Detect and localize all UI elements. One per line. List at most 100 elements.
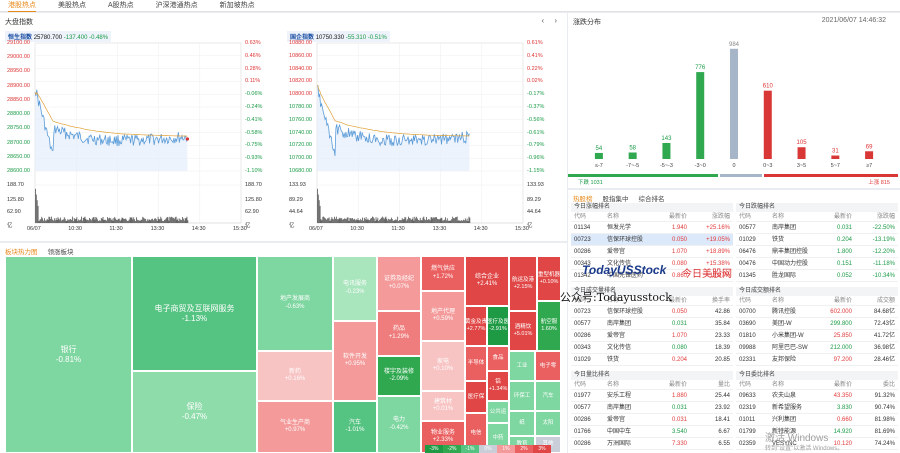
table-row[interactable]: 01342 中国先锋医药 0.860 +12.07% — [571, 270, 733, 282]
sector-tile[interactable]: 环保工 — [509, 381, 535, 411]
table-cell: 00577 — [574, 321, 591, 327]
sector-tile[interactable]: 证券及经纪 +0.07% — [377, 256, 421, 311]
table-row[interactable]: 00700 腾讯控股 602.000 84.68亿 — [736, 306, 898, 318]
tab-connect-hot[interactable]: 沪深港通热点 — [155, 1, 198, 9]
sector-tile[interactable]: 铝 +1.34% — [487, 371, 509, 401]
sector-tile[interactable]: 楼宇及装修 -2.09% — [377, 356, 421, 396]
table-row[interactable]: 00286 爱帝宫 1.070 23.33 — [571, 330, 733, 342]
sector-tile[interactable]: 公共运 — [487, 401, 509, 423]
table-row[interactable]: 01799 新特能源 14.920 81.69% — [736, 426, 898, 438]
sector-tile[interactable]: 酒精饮 +5.01% — [509, 311, 537, 351]
table-row[interactable]: 00286 爱帝宫 1.070 +18.89% — [571, 246, 733, 258]
sector-tile[interactable]: 电讯服务 -0.23% — [333, 256, 377, 321]
tab-overall-rank[interactable]: 综合排名 — [638, 196, 665, 203]
gei-volume-bar — [435, 217, 436, 223]
hsi-volume-bar — [170, 217, 172, 223]
table-row[interactable]: 00577 南岸集团 0.031 23.92 — [571, 402, 733, 414]
gei-volume-bar — [333, 219, 335, 223]
hsi-price: 25780.700 — [33, 35, 63, 41]
gei-volume-bar — [424, 219, 426, 223]
sector-tile[interactable]: 航运及港 +2.15% — [509, 256, 537, 311]
column-header: 委比 — [882, 382, 895, 388]
sector-tile[interactable]: 电子零 — [535, 351, 561, 381]
table-row[interactable]: 00577 南岸集团 0.031 -22.50% — [736, 222, 898, 234]
table-row[interactable]: 01977 安乐工程 1.880 25.44 — [571, 390, 733, 402]
gei-volume-bar — [427, 219, 429, 223]
tab-index-focus[interactable]: 股指集中 — [602, 196, 629, 203]
sector-tile[interactable]: 银行 -0.81% — [5, 256, 132, 453]
sector-tile[interactable]: 汽车 — [535, 381, 561, 411]
sector-tile[interactable]: 重型机器 +0.10% — [537, 256, 561, 301]
table-row[interactable]: 01345 胜龙国际 0.052 -10.34% — [736, 270, 898, 282]
table-row[interactable]: 03690 美团-W 299.800 72.43亿 — [736, 318, 898, 330]
table-row[interactable]: 06476 鼎丰集团控股 1.800 -12.20% — [736, 246, 898, 258]
table-row[interactable]: 01011 兴利集团 0.660 81.98% — [736, 414, 898, 426]
hsi-volume-bar — [127, 220, 129, 223]
column-header: 代码 — [574, 382, 587, 388]
sector-tile[interactable]: 保险 -0.47% — [132, 371, 257, 453]
sector-tile[interactable]: 太阳 — [535, 411, 561, 436]
table-row[interactable]: 09988 阿里巴巴-SW 212.000 36.98亿 — [736, 342, 898, 354]
gei-volume-bar — [371, 217, 372, 223]
table-row[interactable]: 00286 爱帝宫 0.031 18.41 — [571, 414, 733, 426]
table-row[interactable]: 00343 文化传信 0.080 18.39 — [571, 342, 733, 354]
sector-tile[interactable]: 食品 — [487, 346, 509, 371]
table-row[interactable]: 01810 小米集团-W 25.850 41.72亿 — [736, 330, 898, 342]
sector-tile[interactable]: 半导体 — [465, 346, 487, 381]
tab-hk-hot[interactable]: 港股热点 — [8, 0, 36, 12]
table-row[interactable]: 02331 友邦保险 97.200 28.46亿 — [736, 354, 898, 366]
sector-tile[interactable]: 医疗及医 -2.91% — [487, 306, 509, 346]
sector-tile[interactable]: 医疗保 — [465, 381, 487, 413]
sector-tile[interactable]: 药品 +1.29% — [377, 311, 421, 356]
sector-tile[interactable]: 综合企业 +2.41% — [465, 256, 509, 306]
table-row[interactable]: 00577 南岸集团 0.031 35.84 — [571, 318, 733, 330]
table-row[interactable]: 01766 中国中车 3.540 6.67 — [571, 426, 733, 438]
table-cell: 09988 — [739, 345, 756, 351]
table-cell: +25.16% — [706, 225, 730, 231]
sector-tile[interactable]: 软件开发 +0.95% — [333, 321, 377, 401]
sector-tile[interactable]: 电子商贸及互联网服务 -1.13% — [132, 256, 257, 371]
index-nav-arrows[interactable]: ‹ › — [541, 16, 561, 25]
sector-tile[interactable]: 家电 +0.10% — [421, 341, 465, 391]
tab-us-hot[interactable]: 美股热点 — [58, 1, 86, 9]
table-cell: 0.031 — [671, 321, 687, 327]
table-row[interactable]: 09633 农夫山泉 43.350 91.32% — [736, 390, 898, 402]
gei-volume-bar — [397, 216, 399, 223]
sector-tile[interactable]: 汽车 -1.01% — [333, 401, 377, 453]
table-row[interactable]: 01029 铁货 0.204 20.85 — [571, 354, 733, 366]
tab-sector-heatmap[interactable]: 板块热力图 — [5, 249, 38, 256]
sector-tile[interactable]: 黄金及贵 +2.77% — [465, 306, 487, 346]
table-row[interactable]: 01029 铁货 0.204 -13.19% — [736, 234, 898, 246]
tab-sg-hot[interactable]: 新加坡热点 — [219, 1, 255, 9]
table-row[interactable]: 00343 文化传信 0.080 +15.38% — [571, 258, 733, 270]
table-row[interactable]: 00723 信保环球控股 0.050 +19.05% — [571, 234, 733, 246]
sector-tile[interactable]: 气业生产商 +0.97% — [257, 401, 333, 453]
hsi-y-left-label: 28600.00 — [7, 168, 30, 174]
sector-tile[interactable]: 新药 +0.16% — [257, 351, 333, 401]
table-row[interactable]: 00286 万洲国际 7.330 6.55 — [571, 438, 733, 450]
gei-volume-bar — [327, 218, 329, 223]
table-row[interactable]: 02319 新希望服务 3.830 90.74% — [736, 402, 898, 414]
table-row[interactable]: 01134 恒发光学 1.940 +25.16% — [571, 222, 733, 234]
table-row[interactable]: 00723 信保环球控股 0.050 42.86 — [571, 306, 733, 318]
hsi-volume-bar — [38, 221, 40, 223]
table-row[interactable]: 02359 VESYNC 10.120 74.24% — [736, 438, 898, 450]
tab-a-hot[interactable]: A股热点 — [108, 1, 134, 9]
gei-volume-bar — [331, 217, 333, 223]
sector-tile[interactable]: 电力 -0.42% — [377, 396, 421, 453]
sector-tile[interactable]: 工业 — [509, 351, 535, 381]
sector-name: 汽车 — [348, 419, 361, 426]
tab-leading-sectors[interactable]: 领涨板块 — [47, 249, 74, 256]
table-cell: 中国先锋医药 — [607, 273, 644, 279]
gei-volume-bar — [422, 217, 424, 223]
tab-hot-stocks[interactable]: 热股榜 — [573, 196, 593, 203]
sector-tile[interactable]: 航空服 1.60% — [537, 301, 561, 351]
sector-tile[interactable]: 地产发展商 -0.63% — [257, 256, 333, 351]
sector-tile[interactable]: 纸 — [509, 411, 535, 436]
sector-tile[interactable]: 燃气供应 +1.72% — [421, 256, 465, 291]
gei-volume-bar — [372, 217, 374, 223]
sector-tile[interactable]: 建筑材 +0.01% — [421, 391, 465, 421]
column-header: 量比 — [717, 382, 730, 388]
sector-tile[interactable]: 地产代理 +0.59% — [421, 291, 465, 341]
table-row[interactable]: 00476 中国动力控股 0.151 -11.18% — [736, 258, 898, 270]
